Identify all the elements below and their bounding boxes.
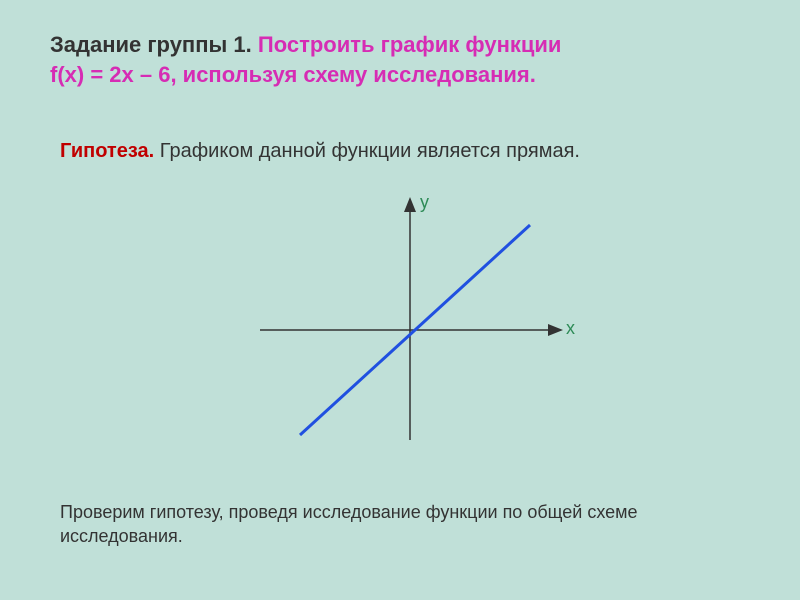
hypothesis-block: Гипотеза. Графиком данной функции являет… [60, 140, 580, 163]
title-line-1: Задание группы 1. Построить график функц… [50, 32, 750, 58]
chart-area: y x [240, 180, 580, 460]
title-main: Построить график функции [258, 32, 562, 57]
title-block: Задание группы 1. Построить график функц… [50, 32, 750, 88]
hypothesis-text: Графиком данной функции является прямая. [160, 140, 580, 162]
title-line-2: f(x) = 2x – 6, используя схему исследова… [50, 62, 750, 88]
footer-text: Проверим гипотезу, проведя исследование … [60, 500, 740, 549]
x-axis-label: x [566, 318, 575, 339]
title-prefix: Задание группы 1. [50, 32, 258, 57]
hypothesis-label: Гипотеза. [60, 140, 160, 162]
chart-svg [240, 180, 580, 460]
y-axis-label: y [420, 192, 429, 213]
